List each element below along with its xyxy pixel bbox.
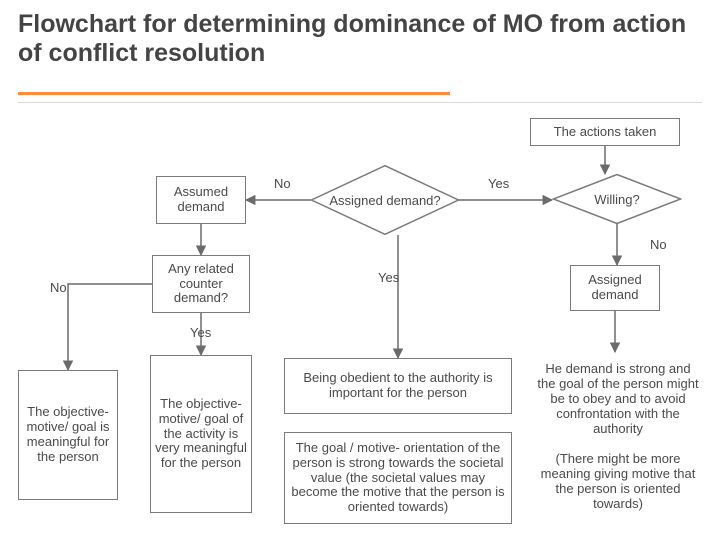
- edge-label-no: No: [50, 280, 67, 295]
- node-assigned-question: Assigned demand?: [310, 165, 460, 235]
- edge-label-yes: Yes: [190, 325, 211, 340]
- node-assigned-demand: Assigned demand: [570, 265, 660, 311]
- slide: Flowchart for determining dominance of M…: [0, 0, 720, 540]
- slide-title: Flowchart for determining dominance of M…: [18, 10, 702, 68]
- edge-label-yes: Yes: [488, 176, 509, 191]
- node-actions-taken: The actions taken: [530, 118, 680, 146]
- edge-label-no: No: [274, 176, 291, 191]
- node-label: The goal / motive- orientation of the pe…: [289, 441, 507, 516]
- node-label: The objective-motive/ goal of the activi…: [155, 397, 247, 472]
- node-label: Assigned demand: [575, 273, 655, 303]
- node-willing-question: Willing?: [552, 174, 682, 224]
- node-label: Assumed demand: [161, 185, 241, 215]
- node-obedient: Being obedient to the authority is impor…: [284, 358, 512, 414]
- edge-label-yes: Yes: [378, 270, 399, 285]
- node-societal: The goal / motive- orientation of the pe…: [284, 432, 512, 524]
- divider-rule: [18, 102, 702, 103]
- node-label: Any related counter demand?: [157, 262, 245, 307]
- title-block: Flowchart for determining dominance of M…: [18, 10, 702, 68]
- node-label: The actions taken: [554, 125, 657, 140]
- node-he-demand: He demand is strong and the goal of the …: [532, 352, 704, 522]
- node-objective-left: The objective-motive/ goal is meaningful…: [18, 370, 118, 500]
- node-any-counter: Any related counter demand?: [152, 255, 250, 313]
- node-label: Willing?: [594, 192, 640, 207]
- node-label: Being obedient to the authority is impor…: [289, 371, 507, 401]
- node-assumed-demand: Assumed demand: [156, 176, 246, 224]
- accent-rule: [18, 92, 450, 95]
- node-label: He demand is strong and the goal of the …: [536, 362, 700, 511]
- node-label: The objective-motive/ goal is meaningful…: [23, 405, 113, 465]
- edge-label-no: No: [650, 237, 667, 252]
- node-objective-mid: The objective-motive/ goal of the activi…: [150, 355, 252, 513]
- node-label: Assigned demand?: [329, 193, 440, 208]
